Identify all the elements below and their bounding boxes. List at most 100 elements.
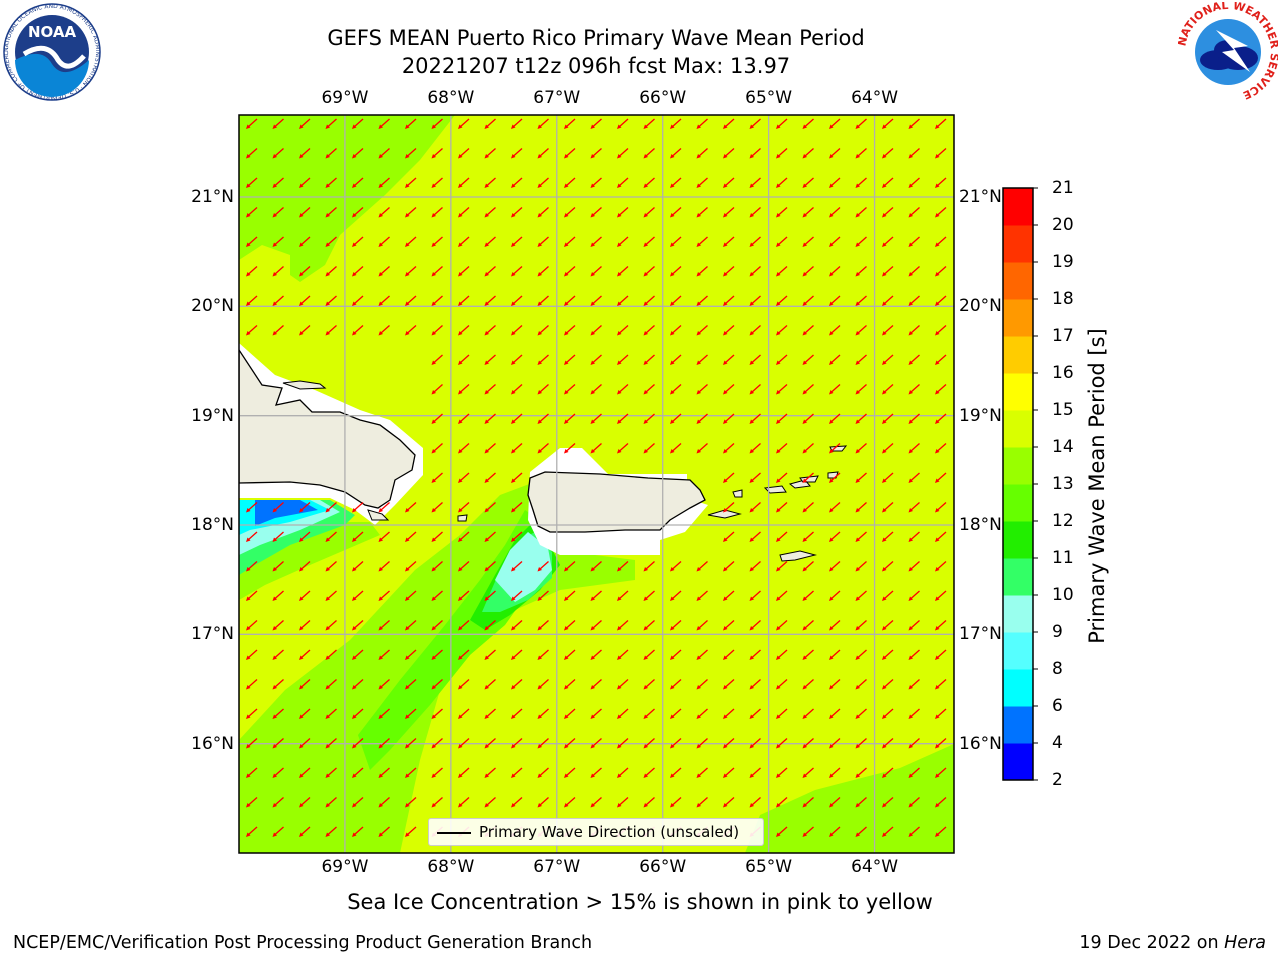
wave-arrow xyxy=(431,177,443,188)
wave-arrow xyxy=(458,443,470,454)
wave-arrow xyxy=(749,590,761,601)
colorbar-segment xyxy=(1003,299,1033,337)
wave-arrow xyxy=(272,561,284,572)
wave-arrow xyxy=(272,266,284,277)
wave-arrow xyxy=(829,266,841,277)
wave-arrow xyxy=(908,472,920,483)
wave-arrow xyxy=(299,590,311,601)
wave-arrow xyxy=(537,266,549,277)
wave-arrow xyxy=(590,738,602,749)
wave-arrow xyxy=(564,148,576,159)
wave-arrow xyxy=(908,384,920,395)
wave-arrow xyxy=(537,354,549,365)
wave-arrow xyxy=(723,325,735,336)
wave-arrow xyxy=(325,797,337,808)
wave-arrow xyxy=(908,148,920,159)
wave-arrow xyxy=(352,826,364,837)
lat-tick-label-right: 17°N xyxy=(959,624,1002,645)
wave-arrow xyxy=(670,384,682,395)
wave-arrow xyxy=(829,797,841,808)
lat-tick-label-left: 20°N xyxy=(191,296,234,317)
wave-arrow xyxy=(299,738,311,749)
wave-arrow xyxy=(855,443,867,454)
wave-arrow xyxy=(749,679,761,690)
wave-arrow xyxy=(431,590,443,601)
wave-arrow xyxy=(935,767,947,778)
wave-arrow xyxy=(908,236,920,247)
wave-arrow xyxy=(855,384,867,395)
wave-arrow xyxy=(749,708,761,719)
wave-arrow xyxy=(511,472,523,483)
wave-arrow xyxy=(511,738,523,749)
wave-arrow xyxy=(246,679,258,690)
wave-arrow xyxy=(325,767,337,778)
wave-arrow xyxy=(431,266,443,277)
wave-arrow xyxy=(935,561,947,572)
wave-arrow xyxy=(643,148,655,159)
wave-arrow xyxy=(564,236,576,247)
lon-tick-label-top: 69°W xyxy=(321,88,369,108)
wave-arrow xyxy=(802,118,814,129)
wave-arrow xyxy=(246,590,258,601)
wave-arrow xyxy=(378,118,390,129)
land-st-croix xyxy=(779,550,817,562)
wave-arrow xyxy=(829,561,841,572)
wave-arrow xyxy=(855,295,867,306)
wave-arrow xyxy=(511,384,523,395)
wave-arrow xyxy=(670,236,682,247)
wave-arrow xyxy=(299,148,311,159)
wave-arrow xyxy=(617,384,629,395)
wave-arrow xyxy=(882,502,894,513)
wave-arrow xyxy=(405,738,417,749)
wave-arrow xyxy=(325,826,337,837)
wave-arrow xyxy=(749,266,761,277)
wave-arrow xyxy=(352,679,364,690)
wave-arrow xyxy=(723,148,735,159)
wave-arrow xyxy=(431,413,443,424)
wave-arrow xyxy=(272,679,284,690)
wave-arrow xyxy=(352,295,364,306)
wave-arrow xyxy=(352,266,364,277)
wave-arrow xyxy=(378,649,390,660)
wave-arrow xyxy=(378,620,390,631)
wave-arrow xyxy=(855,236,867,247)
wave-arrow xyxy=(802,797,814,808)
colorbar-tick-label: 4 xyxy=(1052,733,1063,753)
wave-arrow xyxy=(484,148,496,159)
wave-arrow xyxy=(590,413,602,424)
wave-arrow xyxy=(935,679,947,690)
wave-arrow xyxy=(829,620,841,631)
colorbar-segment xyxy=(1003,632,1033,670)
lon-tick-label-bottom: 66°W xyxy=(639,857,687,877)
colorbar xyxy=(1002,187,1038,781)
wave-arrow xyxy=(564,679,576,690)
wave-arrow xyxy=(405,826,417,837)
wave-arrow xyxy=(776,325,788,336)
wave-arrow xyxy=(908,295,920,306)
wave-arrow xyxy=(431,502,443,513)
wave-arrow xyxy=(537,620,549,631)
wave-arrow xyxy=(882,207,894,218)
wave-arrow xyxy=(882,708,894,719)
wave-arrow xyxy=(458,531,470,542)
wave-arrow xyxy=(299,679,311,690)
wave-arrow xyxy=(696,738,708,749)
lon-tick-label-top: 68°W xyxy=(427,88,475,108)
wave-arrow xyxy=(272,826,284,837)
wave-arrow xyxy=(855,325,867,336)
wave-arrow xyxy=(590,207,602,218)
wave-arrow xyxy=(431,118,443,129)
footer-date: 19 Dec 2022 on Hera xyxy=(1079,933,1266,953)
wave-arrow xyxy=(829,472,841,483)
legend-label: Primary Wave Direction (unscaled) xyxy=(479,823,740,841)
wave-arrow xyxy=(908,177,920,188)
wave-arrow xyxy=(537,236,549,247)
wave-arrow xyxy=(776,590,788,601)
wave-arrow xyxy=(458,561,470,572)
lat-tick-label-right: 16°N xyxy=(959,733,1002,754)
wave-arrow xyxy=(935,177,947,188)
wave-arrow xyxy=(299,325,311,336)
wave-arrow xyxy=(537,679,549,690)
wave-arrow xyxy=(696,177,708,188)
wave-arrow xyxy=(511,118,523,129)
